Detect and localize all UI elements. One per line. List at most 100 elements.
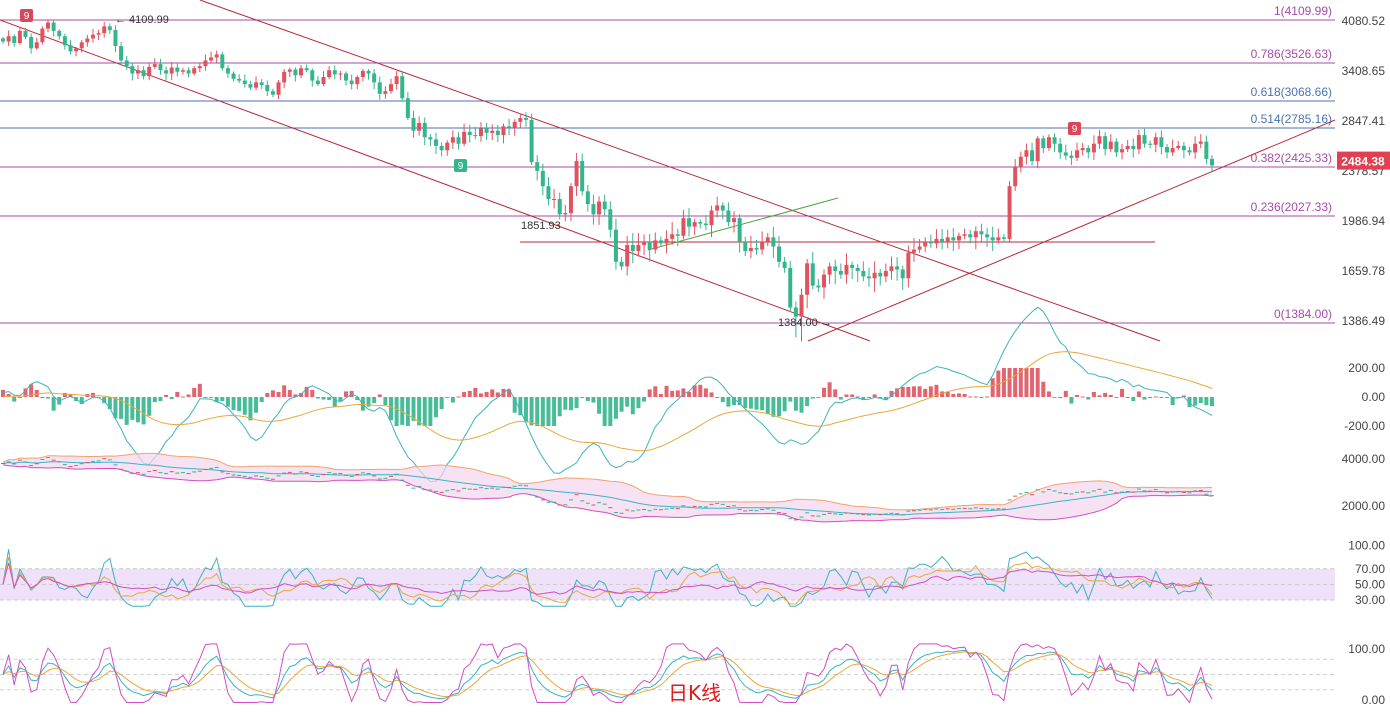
macd-bar	[422, 397, 427, 426]
macd-bar	[248, 397, 253, 421]
candle-body	[231, 73, 236, 79]
candle	[889, 256, 894, 280]
macd-bar	[962, 393, 967, 397]
candle	[321, 71, 326, 87]
candle-body	[164, 70, 169, 74]
macd-bar	[79, 397, 84, 405]
candle	[96, 29, 101, 41]
macd-bar	[715, 397, 720, 398]
macd-bar	[310, 389, 315, 397]
candle	[1136, 129, 1141, 155]
candle	[951, 228, 956, 251]
candle-body	[709, 210, 714, 226]
candle	[636, 233, 641, 257]
candle	[844, 253, 849, 284]
candle-body	[293, 69, 298, 76]
macd-bar	[147, 397, 152, 416]
candle-body	[563, 213, 568, 215]
candle-body	[79, 42, 84, 49]
macd-bar	[68, 394, 73, 397]
candle-body	[1091, 143, 1096, 153]
macd-bar	[597, 397, 602, 414]
candle-body	[1007, 186, 1012, 239]
candle-body	[254, 82, 259, 88]
macd-bar	[793, 397, 798, 411]
macd-bar	[315, 397, 320, 399]
macd-bar	[141, 397, 146, 425]
candle-body	[1181, 145, 1186, 151]
candle-body	[911, 249, 916, 253]
candle-body	[355, 77, 360, 85]
candle-body	[152, 64, 157, 67]
candle-body	[687, 218, 692, 227]
candle-body	[1170, 148, 1175, 153]
candle-body	[1131, 145, 1136, 150]
candle	[681, 209, 686, 240]
candle	[1041, 135, 1046, 154]
candle-body	[1193, 143, 1198, 153]
candle	[270, 88, 275, 98]
candle-body	[147, 66, 152, 77]
candle	[906, 245, 911, 288]
candle	[299, 65, 304, 78]
candle-body	[1080, 148, 1085, 151]
candle	[934, 229, 939, 249]
candle-body	[377, 82, 382, 94]
candle-body	[389, 84, 394, 92]
candle-body	[883, 270, 888, 277]
macd-bar	[523, 397, 528, 423]
candle	[248, 80, 253, 91]
candle-body	[1001, 237, 1006, 239]
candle	[664, 230, 669, 254]
candle-body	[681, 218, 686, 236]
macd-bar	[765, 397, 770, 414]
candle	[1097, 129, 1102, 150]
macd-bar	[653, 386, 658, 397]
candle	[850, 261, 855, 280]
macd-bar	[152, 397, 157, 403]
macd-bar	[720, 397, 725, 403]
candle-body	[670, 234, 675, 239]
candle-body	[265, 84, 270, 92]
macd-bar	[507, 389, 512, 397]
candle	[51, 20, 56, 37]
td-buy-marker: 9	[454, 159, 467, 172]
macd-bar	[107, 397, 112, 410]
macd-panel: 200.00 0.00 -200.00	[1, 306, 1385, 483]
macd-bar	[850, 394, 855, 397]
candle-body	[1069, 155, 1074, 158]
candle	[344, 71, 349, 86]
macd-bar	[580, 397, 585, 399]
candle-body	[34, 42, 39, 49]
candle	[973, 226, 978, 250]
high-annotation: ← 4109.99	[115, 14, 169, 26]
candle	[349, 74, 354, 90]
macd-bar	[563, 397, 568, 410]
macd-bar	[529, 397, 534, 426]
td-sell-marker-2: 9	[1068, 122, 1081, 135]
candle-body	[17, 30, 22, 44]
macd-bar	[1046, 391, 1051, 397]
candle	[389, 78, 394, 94]
macd-bar	[726, 397, 731, 407]
candle	[152, 58, 157, 70]
candle	[1001, 234, 1006, 243]
macd-bar	[1080, 396, 1085, 398]
candle	[462, 123, 467, 147]
candle	[619, 256, 624, 271]
trend-line-2	[807, 119, 1336, 342]
macd-bar	[1193, 397, 1198, 406]
candle	[821, 269, 826, 299]
candle-body	[647, 241, 652, 250]
macd-bar	[602, 397, 607, 426]
macd-bar	[90, 392, 95, 397]
candle-body	[855, 267, 860, 271]
rsi-6-line	[2, 549, 1213, 607]
macd-bar	[1030, 368, 1035, 397]
candle-body	[242, 80, 247, 85]
candle	[209, 51, 214, 64]
candle-body	[456, 137, 461, 144]
macd-bar	[1007, 368, 1012, 397]
candle-body	[1063, 152, 1068, 156]
candle	[473, 126, 478, 140]
